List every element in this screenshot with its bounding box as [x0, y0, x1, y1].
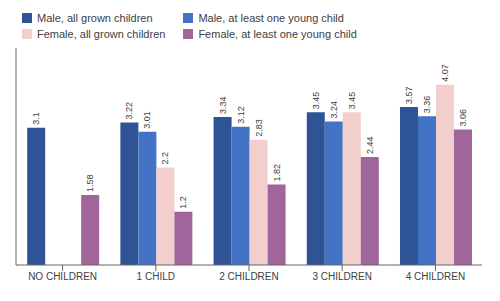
svg-text:3 CHILDREN: 3 CHILDREN [312, 271, 371, 282]
svg-text:2.44: 2.44 [365, 136, 375, 154]
svg-text:2.83: 2.83 [254, 119, 264, 137]
svg-text:3.1: 3.1 [31, 112, 41, 125]
svg-text:4 CHILDREN: 4 CHILDREN [406, 271, 465, 282]
svg-text:3.57: 3.57 [404, 86, 414, 104]
svg-text:3.06: 3.06 [458, 109, 468, 127]
svg-text:1 CHILD: 1 CHILD [137, 271, 175, 282]
svg-text:3.01: 3.01 [142, 111, 152, 129]
svg-text:3.34: 3.34 [218, 97, 228, 115]
html-text:Male, all grown children: Male, all grown children [37, 12, 153, 24]
svg-text:2 CHILDREN: 2 CHILDREN [219, 271, 278, 282]
svg-text:2.2: 2.2 [160, 152, 170, 165]
svg-text:3.36: 3.36 [422, 96, 432, 114]
svg-text:1.58: 1.58 [85, 174, 95, 192]
svg-text:3.22: 3.22 [124, 102, 134, 120]
html-text:Male, at least one young child: Male, at least one young child [198, 12, 344, 24]
svg-text:1.2: 1.2 [178, 196, 188, 209]
svg-text:3.45: 3.45 [347, 92, 357, 110]
svg-text:3.24: 3.24 [329, 101, 339, 119]
svg-text:1.82: 1.82 [272, 164, 282, 182]
html-text:Female, all grown children: Female, all grown children [37, 28, 166, 40]
html-text:Female, at least one young chi: Female, at least one young child [198, 28, 357, 40]
svg-text:NO CHILDREN: NO CHILDREN [28, 271, 97, 282]
svg-text:3.45: 3.45 [311, 92, 321, 110]
svg-text:3.12: 3.12 [236, 106, 246, 124]
svg-text:4.07: 4.07 [440, 64, 450, 82]
